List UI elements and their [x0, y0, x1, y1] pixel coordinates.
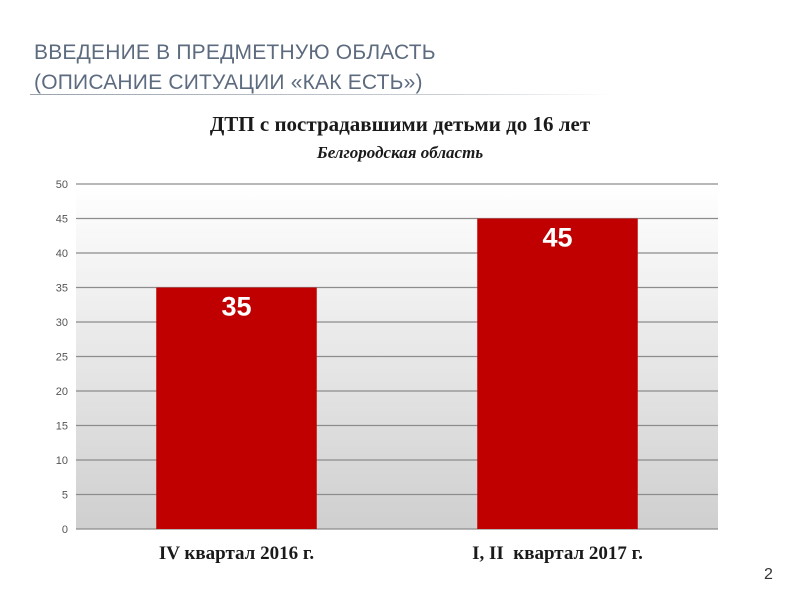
- y-tick-label: 25: [56, 352, 68, 364]
- title-divider: [30, 94, 612, 95]
- y-tick-label: 45: [56, 214, 68, 226]
- x-tick-label: IV квартал 2016 г.: [159, 543, 314, 564]
- bar-value-labels: 35 45: [221, 223, 572, 322]
- bar: [477, 218, 638, 529]
- y-tick-label: 10: [56, 455, 68, 467]
- page-number: 2: [764, 566, 773, 583]
- bar-value-label: 35: [221, 292, 251, 322]
- y-axis-ticks: 0 5 10 15 20 25 30 35 40 45 50: [56, 179, 68, 536]
- y-tick-label: 40: [56, 248, 68, 260]
- y-tick-label: 0: [62, 524, 68, 536]
- slide-title: ВВЕДЕНИЕ В ПРЕДМЕТНУЮ ОБЛАСТЬ (ОПИСАНИЕ …: [34, 38, 634, 98]
- y-tick-label: 5: [62, 490, 68, 502]
- chart-subtitle: Белгородская область: [316, 143, 484, 162]
- bar-value-label: 45: [542, 223, 572, 253]
- bars: [156, 218, 638, 529]
- slide-title-line-1: ВВЕДЕНИЕ В ПРЕДМЕТНУЮ ОБЛАСТЬ: [34, 41, 436, 64]
- y-tick-label: 30: [56, 317, 68, 329]
- y-tick-label: 20: [56, 386, 68, 398]
- y-tick-label: 15: [56, 421, 68, 433]
- x-tick-label: I, II квартал 2017 г.: [472, 543, 643, 564]
- chart-title: ДТП с пострадавшими детьми до 16 лет: [209, 112, 591, 136]
- x-axis-labels: IV квартал 2016 г. I, II квартал 2017 г.: [159, 543, 643, 564]
- slide-title-line-2: (ОПИСАНИЕ СИТУАЦИИ «КАК ЕСТЬ»): [34, 71, 423, 94]
- y-tick-label: 50: [56, 179, 68, 191]
- bar: [156, 287, 317, 529]
- y-tick-label: 35: [56, 283, 68, 295]
